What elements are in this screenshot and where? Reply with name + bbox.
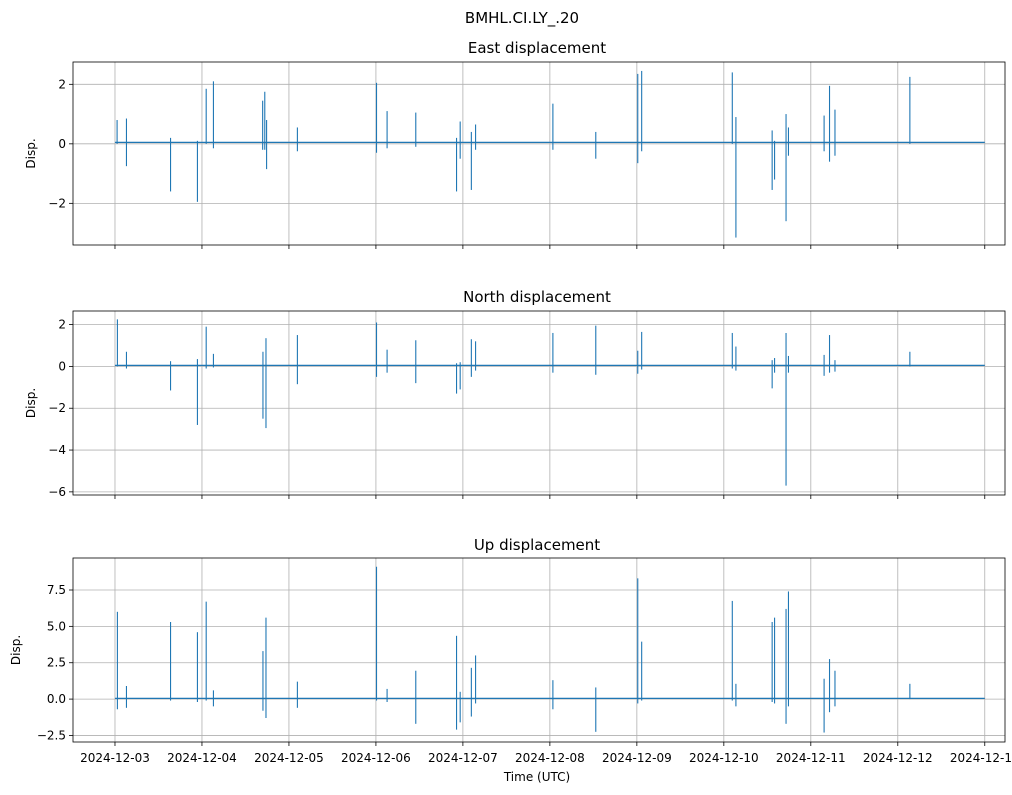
x-tick-label: 2024-12-12 — [863, 751, 933, 765]
panel-north: North displacement −6 −4 −2 0 2 Disp. — [24, 288, 1006, 499]
panel-up-ylabel: Disp. — [9, 635, 23, 665]
panel-up-title: Up displacement — [474, 536, 600, 554]
x-tick-label: 2024-12-05 — [254, 751, 324, 765]
x-tick-label: 2024-12-03 — [80, 751, 150, 765]
panel-up-ytick-label: 5.0 — [47, 619, 66, 633]
panel-east-ytick-label: 2 — [58, 77, 66, 91]
x-tick-label: 2024-12-11 — [776, 751, 846, 765]
x-tick-label: 2024-12-07 — [428, 751, 498, 765]
panel-up-frame — [72, 557, 1006, 743]
panel-north-title: North displacement — [463, 288, 611, 306]
x-tick-label: 2024-12-10 — [689, 751, 759, 765]
panel-east: East displacement −2 0 2 Disp. — [24, 39, 1006, 249]
panel-north-ytick-label: 2 — [58, 318, 66, 332]
panel-north-ylabel: Disp. — [24, 388, 38, 418]
panel-up-ytick-label: −2.5 — [37, 728, 66, 742]
panel-east-title: East displacement — [468, 39, 606, 57]
panel-up-ytick-label: 7.5 — [47, 583, 66, 597]
panel-north-ytick-label: −6 — [48, 485, 66, 499]
x-tick-label: 2024-12-06 — [341, 751, 411, 765]
panel-up: Up displacement −2.5 0.0 2.5 5.0 7.5 Disp. 2… — [9, 536, 1012, 765]
x-tick-label: 2024-12-13 — [950, 751, 1012, 765]
panel-north-ytick-label: 0 — [58, 359, 66, 373]
x-tick-label: 2024-12-09 — [602, 751, 672, 765]
x-tick-label: 2024-12-04 — [167, 751, 237, 765]
panel-north-ytick-label: −2 — [48, 401, 66, 415]
panel-east-ylabel: Disp. — [24, 138, 38, 168]
panel-east-ytick-label: 0 — [58, 137, 66, 151]
panel-north-ytick-label: −4 — [48, 443, 66, 457]
panel-up-ytick-label: 0.0 — [47, 692, 66, 706]
panel-east-ytick-label: −2 — [48, 196, 66, 210]
x-axis-label: Time (UTC) — [503, 770, 570, 784]
figure-suptitle: BMHL.CI.LY_.20 — [465, 9, 579, 28]
panel-north-frame — [72, 310, 1006, 496]
panel-up-ytick-label: 2.5 — [47, 656, 66, 670]
panel-east-frame — [72, 61, 1006, 246]
x-tick-label: 2024-12-08 — [515, 751, 585, 765]
